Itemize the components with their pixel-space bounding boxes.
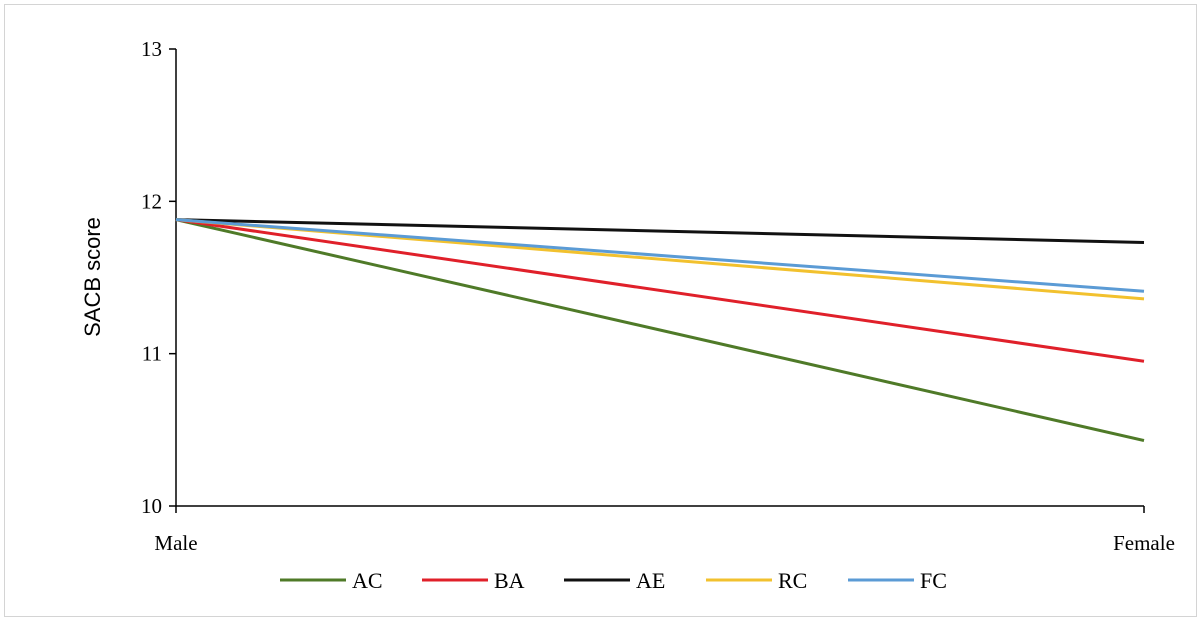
series-line-ae — [175, 218, 1145, 244]
legend-label-ae: AE — [636, 568, 665, 593]
y-tick-label: 13 — [141, 37, 162, 61]
series-line-fc — [175, 218, 1145, 293]
x-tick-label: Female — [1113, 531, 1175, 555]
legend-label-ba: BA — [494, 568, 525, 593]
y-axis-ticks: 10 11 12 13 — [141, 37, 176, 518]
legend-label-fc: FC — [920, 568, 947, 593]
series-line-ac — [175, 218, 1145, 442]
y-tick-label: 11 — [142, 342, 162, 366]
legend-label-rc: RC — [778, 568, 807, 593]
y-tick-label: 10 — [141, 494, 162, 518]
axes — [175, 49, 1144, 507]
legend: AC BA AE RC FC — [280, 568, 947, 593]
y-tick-label: 12 — [141, 189, 162, 213]
y-axis-title: SACB score — [80, 217, 105, 337]
series-lines — [175, 218, 1145, 442]
x-axis-ticks: Male Female — [154, 506, 1175, 555]
x-tick-label: Male — [154, 531, 197, 555]
chart-frame — [4, 4, 1197, 617]
legend-label-ac: AC — [352, 568, 383, 593]
series-line-ba — [175, 218, 1145, 363]
